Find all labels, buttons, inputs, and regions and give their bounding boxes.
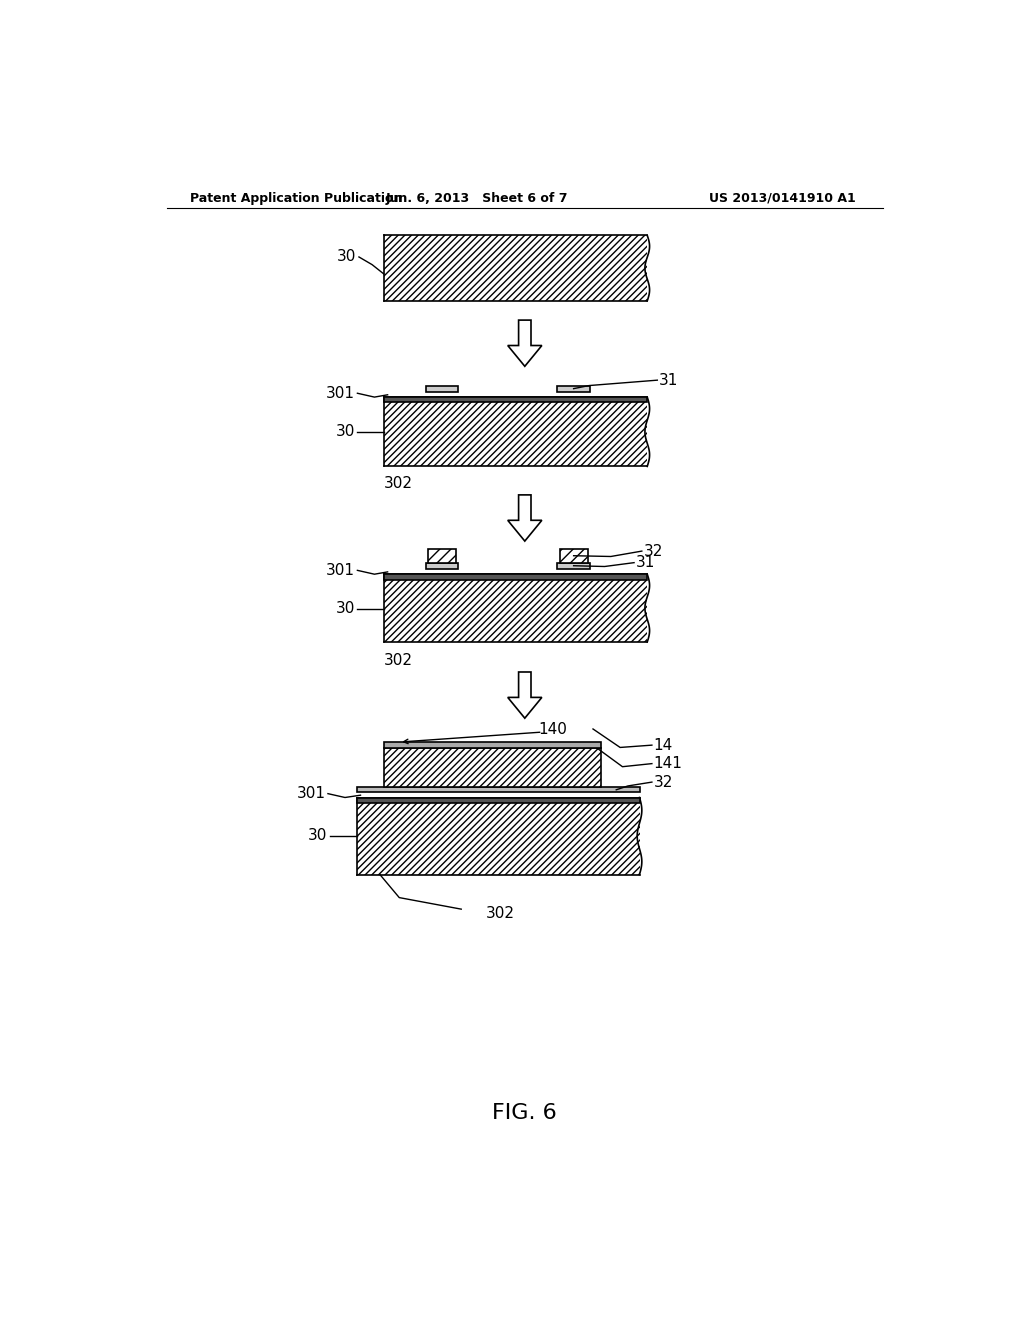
Text: 31: 31	[658, 372, 678, 388]
Bar	[428, 549, 456, 562]
Text: 32: 32	[653, 775, 673, 789]
Text: Jun. 6, 2013   Sheet 6 of 7: Jun. 6, 2013 Sheet 6 of 7	[385, 191, 568, 205]
Text: FIG. 6: FIG. 6	[493, 1104, 557, 1123]
Text: Patent Application Publication: Patent Application Publication	[190, 191, 402, 205]
Text: 141: 141	[653, 756, 682, 771]
Bar	[384, 397, 647, 403]
Text: 30: 30	[337, 249, 356, 264]
Polygon shape	[508, 321, 542, 367]
Bar	[557, 562, 590, 569]
Text: 31: 31	[636, 556, 655, 570]
Text: 301: 301	[326, 385, 355, 401]
Bar	[426, 562, 458, 569]
Bar	[557, 385, 590, 392]
Polygon shape	[508, 495, 542, 541]
Text: 30: 30	[336, 424, 355, 440]
Text: 140: 140	[539, 722, 567, 738]
Polygon shape	[508, 672, 542, 718]
Text: 302: 302	[485, 906, 514, 920]
Text: US 2013/0141910 A1: US 2013/0141910 A1	[710, 191, 856, 205]
Text: 30: 30	[336, 602, 355, 616]
Text: 302: 302	[384, 475, 414, 491]
Bar	[356, 797, 640, 803]
Bar	[356, 797, 640, 875]
Bar	[560, 549, 588, 562]
Bar	[384, 235, 647, 301]
Bar	[384, 574, 647, 642]
Bar	[384, 748, 601, 787]
Text: 14: 14	[653, 738, 673, 752]
Text: 302: 302	[384, 653, 414, 668]
Text: 30: 30	[308, 829, 328, 843]
Bar	[356, 787, 640, 792]
Text: 301: 301	[326, 562, 355, 578]
Bar	[384, 397, 647, 466]
Bar	[384, 742, 601, 748]
Text: 32: 32	[643, 544, 663, 558]
Bar	[384, 574, 647, 579]
Text: 301: 301	[297, 787, 326, 801]
Bar	[426, 385, 458, 392]
